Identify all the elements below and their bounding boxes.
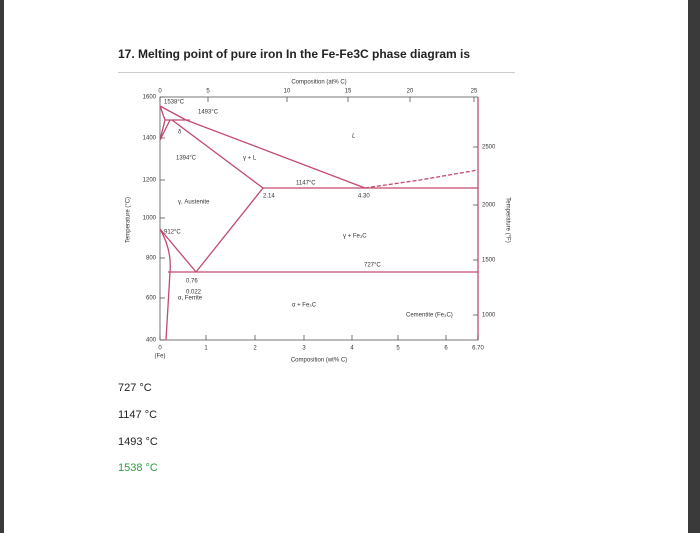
right-tick-label: 1000	[482, 313, 496, 319]
axis-label: (Fe)	[155, 354, 166, 360]
label: 0.76	[186, 279, 198, 285]
left-tick-label: 800	[146, 256, 157, 262]
frame	[159, 96, 479, 341]
right-tick-label: 2500	[482, 145, 496, 151]
label: 1394°C	[176, 156, 197, 162]
top-tick-label: 20	[407, 89, 414, 95]
option[interactable]: 1493 °C	[118, 436, 158, 448]
label: Cementite (Fe₃C)	[406, 313, 453, 319]
liquidus	[364, 169, 479, 189]
bottom-tick-label: 2	[253, 346, 257, 352]
label: 727°C	[364, 263, 381, 269]
left-tick-label: 1600	[143, 95, 157, 101]
label: L	[352, 134, 355, 140]
axis-title: Temperature (°F)	[504, 197, 510, 242]
label: α, Ferrite	[178, 296, 203, 302]
label: 1538°C	[164, 100, 185, 106]
right-tick-label: 1500	[482, 258, 496, 264]
label: 1147°C	[296, 181, 316, 187]
label: 4.30	[358, 194, 370, 200]
label: γ, Austenite	[178, 200, 210, 206]
left-tick-label: 1000	[143, 216, 157, 222]
label: δ	[178, 130, 182, 136]
option[interactable]: 1538 °C	[118, 462, 158, 474]
edge	[688, 0, 700, 533]
label: α + Fe₃C	[292, 303, 317, 309]
solidus	[171, 119, 264, 189]
label: 2.14	[263, 194, 275, 200]
bottom-tick-label: 6.70	[472, 346, 484, 352]
bottom-tick-label: 4	[350, 346, 354, 352]
acm-line	[195, 187, 264, 273]
bottom-tick-label: 3	[302, 346, 306, 352]
a3-line	[159, 228, 197, 273]
right-tick-label: 2000	[482, 203, 496, 209]
delta-boundary	[159, 105, 166, 141]
label: 912°C	[164, 230, 181, 236]
bottom-tick-label: 0	[158, 346, 162, 352]
left-tick-label: 400	[146, 338, 157, 344]
left-tick-label: 1200	[143, 178, 157, 184]
left-tick-label: 600	[146, 296, 157, 302]
label: γ + Fe₃C	[343, 234, 367, 240]
top-tick-label: 5	[206, 89, 210, 95]
label: γ + L	[243, 156, 257, 162]
ferrite-boundary	[159, 228, 171, 341]
axis-title: Temperature (°C)	[126, 197, 132, 243]
label: 1493°C	[198, 110, 219, 116]
liquidus	[159, 105, 366, 189]
bottom-tick-label: 6	[444, 346, 448, 352]
top-tick-label: 10	[284, 89, 291, 95]
bottom-tick-label: 1	[204, 346, 208, 352]
left-tick-label: 1400	[143, 136, 157, 142]
bottom-tick-label: 5	[396, 346, 400, 352]
option[interactable]: 727 °C	[118, 382, 152, 394]
top-tick-label: 15	[345, 89, 352, 95]
question-title: 17. Melting point of pure iron In the Fe…	[118, 47, 471, 61]
label: 0.022	[186, 290, 202, 296]
top-tick-label: 0	[158, 89, 162, 95]
axis-title: Composition (wt% C)	[291, 358, 347, 364]
delta-boundary	[159, 119, 171, 141]
option[interactable]: 1147 °C	[118, 409, 158, 421]
top-tick-label: 25	[471, 89, 478, 95]
edge	[0, 0, 4, 533]
divider	[118, 72, 515, 73]
axis-title: Composition (at% C)	[291, 80, 346, 86]
